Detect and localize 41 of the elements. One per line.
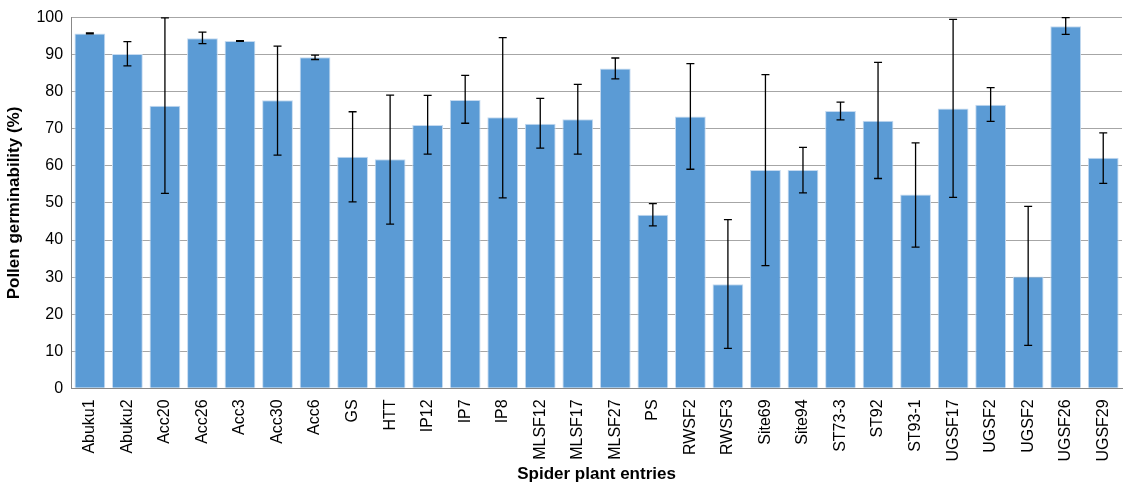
y-tick-label: 90 <box>45 45 64 63</box>
y-tick-label: 10 <box>45 341 64 359</box>
x-tick-label: Acc20 <box>155 399 173 444</box>
x-tick-label: UGSF2 <box>981 399 999 453</box>
x-tick-label: GS <box>342 399 360 423</box>
y-axis-title: Pollen germinability (%) <box>3 106 23 300</box>
x-tick-label: IP8 <box>493 399 511 424</box>
y-tick-label: 80 <box>45 82 64 100</box>
x-axis-title: Spider plant entries <box>517 464 676 484</box>
x-tick-label: Abuku2 <box>117 399 135 454</box>
x-tick-label: Acc6 <box>305 399 323 435</box>
y-tick-label: 100 <box>36 8 64 26</box>
x-tick-label: RWSF2 <box>680 399 698 456</box>
x-tick-label: PS <box>643 399 661 421</box>
x-tick-label: Site94 <box>793 399 811 445</box>
x-tick-label: MLSF27 <box>605 399 623 460</box>
x-tick-label: UGSF17 <box>943 399 961 462</box>
y-tick-label: 60 <box>45 156 64 174</box>
x-tick-label: Abuku1 <box>80 399 98 454</box>
y-tick-label: 70 <box>45 119 64 137</box>
y-tick-label: 50 <box>45 193 64 211</box>
x-tick-label: UGSF26 <box>1056 399 1074 462</box>
x-tick-label: RWSF3 <box>718 399 736 456</box>
y-tick-label: 30 <box>45 267 64 285</box>
x-tick-label: ST92 <box>868 399 886 438</box>
x-tick-label: Acc26 <box>192 399 210 444</box>
x-tick-label: MLSF17 <box>568 399 586 460</box>
x-tick-label: IP12 <box>418 399 436 433</box>
x-tick-label: Acc30 <box>267 399 285 444</box>
x-tick-label: Acc3 <box>230 399 248 435</box>
x-tick-label: MLSF12 <box>530 399 548 460</box>
x-tick-label: ST73-3 <box>830 399 848 452</box>
y-tick-label: 40 <box>45 230 64 248</box>
y-tick-label: 0 <box>54 378 64 396</box>
y-tick-label: 20 <box>45 304 64 322</box>
x-tick-label: UGSF29 <box>1093 399 1111 462</box>
x-tick-label: UGSF2 <box>1018 399 1036 453</box>
x-tick-label: ST93-1 <box>905 399 923 452</box>
x-tick-label: IP7 <box>455 399 473 424</box>
x-tick-label: HTT <box>380 399 398 431</box>
x-tick-label: Site69 <box>755 399 773 445</box>
